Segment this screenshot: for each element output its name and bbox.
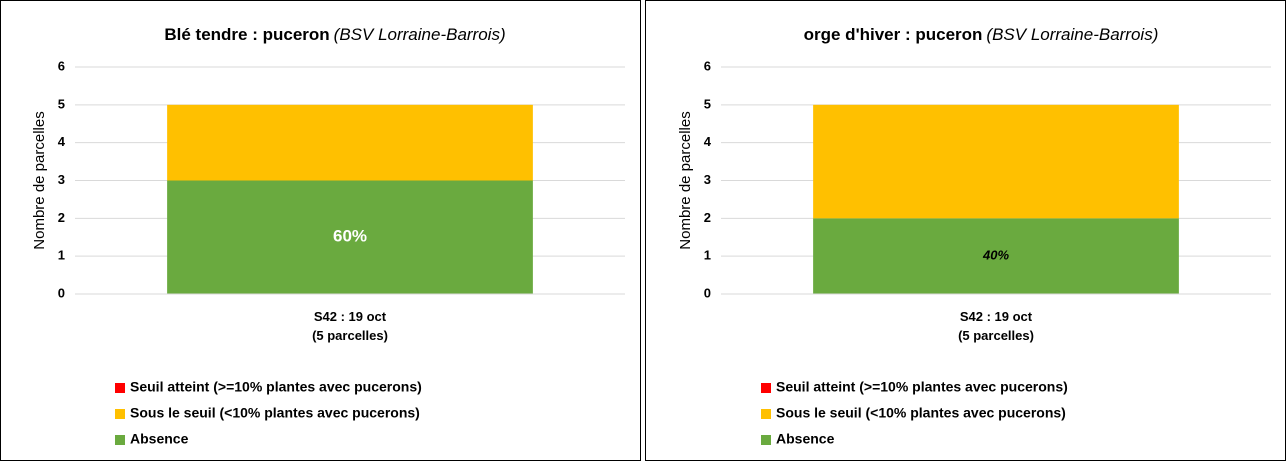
y-tick-label: 6 [704,58,711,73]
y-tick-label: 6 [58,58,65,73]
y-tick-label: 1 [58,248,65,263]
legend-swatch [115,409,125,419]
y-tick-label: 4 [58,134,66,149]
y-tick-label: 1 [704,248,711,263]
legend-label: Seuil atteint (>=10% plantes avec pucero… [776,379,1068,395]
bar-annotation: 60% [333,227,367,246]
y-tick-label: 3 [58,172,65,187]
chart: orge d'hiver : puceron (BSV Lorraine-Barr… [677,25,1271,447]
title-main: orge d'hiver : puceron [804,25,983,44]
y-axis-label: Nombre de parcelles [31,111,48,249]
legend-label: Absence [776,431,835,447]
bar-segment [167,104,533,181]
x-tick-label: S42 : 19 oct (5 parcelles) [958,309,1034,343]
y-tick-label: 3 [704,172,711,187]
legend-label: Sous le seuil (<10% plantes avec puceron… [130,405,420,421]
legend-swatch [761,409,771,419]
legend-swatch [761,435,771,445]
y-tick-label: 2 [58,210,65,225]
legend-label: Absence [130,431,189,447]
y-tick-label: 5 [704,96,711,111]
y-tick-label: 5 [58,96,65,111]
y-tick-label: 0 [58,285,65,300]
bar-segment [813,218,1179,294]
y-tick-label: 0 [704,285,711,300]
title-sub: (BSV Lorraine-Barrois) [986,25,1158,44]
title-sub: (BSV Lorraine-Barrois) [334,25,506,44]
x-tick-label: S42 : 19 oct (5 parcelles) [312,309,388,343]
y-axis-label: Nombre de parcelles [677,111,694,249]
y-tick-label: 2 [704,210,711,225]
bar-annotation: 40% [982,248,1009,263]
legend-swatch [761,383,771,393]
chart-title: Blé tendre : puceron (BSV Lorraine-Barroi… [164,25,505,44]
chart-title: orge d'hiver : puceron (BSV Lorraine-Barr… [804,25,1159,44]
bar-segment [813,104,1179,219]
legend-label: Sous le seuil (<10% plantes avec puceron… [776,405,1066,421]
legend-label: Seuil atteint (>=10% plantes avec pucero… [130,379,422,395]
legend-swatch [115,383,125,393]
legend-swatch [115,435,125,445]
y-tick-label: 4 [704,134,712,149]
title-main: Blé tendre : puceron [164,25,329,44]
chart: Blé tendre : puceron (BSV Lorraine-Barroi… [31,25,625,447]
bar-segment [167,180,533,294]
